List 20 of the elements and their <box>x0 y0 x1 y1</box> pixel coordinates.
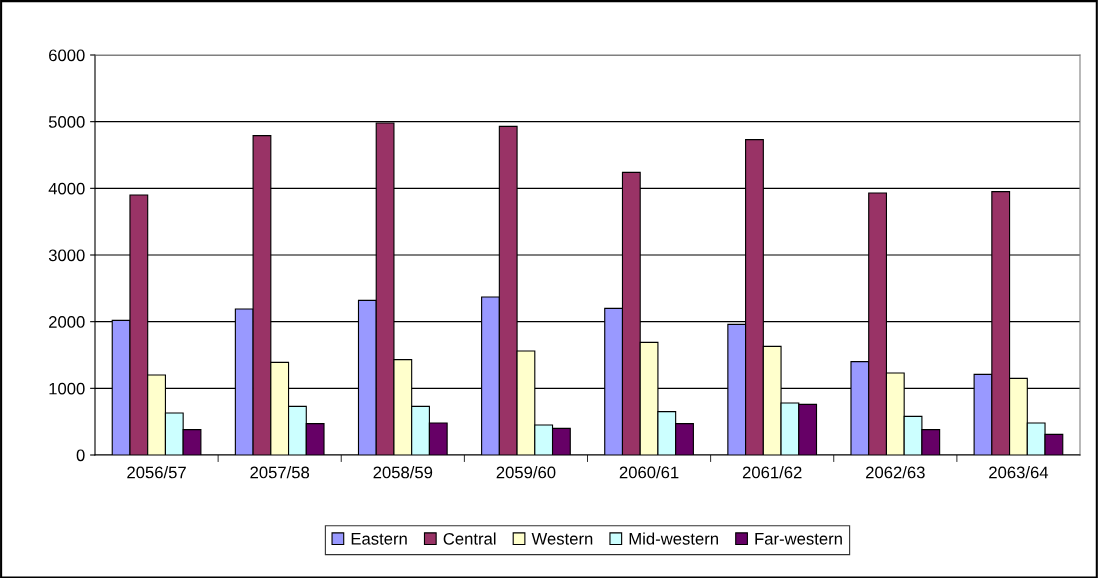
legend-label: Central <box>443 532 496 545</box>
y-tick-label: 2000 <box>49 316 85 328</box>
y-tick-label: 3000 <box>48 249 85 262</box>
legend-label: Mid-western <box>629 532 718 545</box>
x-tick-label: 2062/63 <box>866 466 925 479</box>
y-tick-label: 1000 <box>49 382 85 395</box>
legend-label: Eastern <box>351 533 407 545</box>
x-tick-label: 2059/60 <box>496 466 556 479</box>
x-tick-label: 2063/64 <box>989 466 1049 479</box>
y-tick-label: 4000 <box>48 182 85 195</box>
y-tick-label: 5000 <box>48 116 85 128</box>
x-tick-label: 2056/57 <box>127 466 186 479</box>
y-tick-label: 0 <box>76 449 85 462</box>
x-tick-label: 2057/58 <box>250 466 310 479</box>
x-tick-label: 2061/62 <box>742 466 802 479</box>
legend-label: Far-western <box>755 533 842 545</box>
x-tick-label: 2058/59 <box>373 466 433 479</box>
legend-label: Western <box>531 533 593 545</box>
y-tick-label: 6000 <box>49 49 85 62</box>
x-tick-label: 2060/61 <box>619 466 679 479</box>
